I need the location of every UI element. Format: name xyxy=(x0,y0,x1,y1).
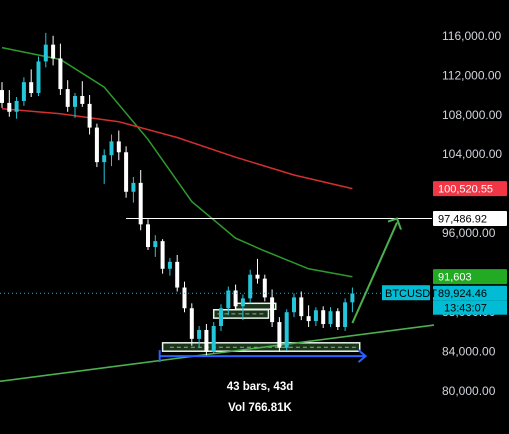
candle-down xyxy=(87,103,92,128)
price-tag-box xyxy=(433,285,507,301)
moving-averages xyxy=(1,46,353,278)
y-tick-label: 84,000.00 xyxy=(442,345,496,359)
symbol-tag-box xyxy=(382,285,430,301)
candle-down xyxy=(262,278,267,298)
price-tag-box xyxy=(433,269,507,285)
range-measure-info: 43 bars, 43d Vol 766.81K xyxy=(227,381,293,414)
candle-up xyxy=(102,155,107,163)
countdown-box xyxy=(433,300,507,315)
range-arrow-head xyxy=(357,349,368,363)
volume-label: Vol 766.81K xyxy=(228,402,292,414)
candle-down xyxy=(255,274,260,279)
candle-down xyxy=(80,95,85,104)
candle-down xyxy=(124,152,129,192)
candle-down xyxy=(233,290,238,307)
price-tag-box xyxy=(433,211,507,227)
candle-up xyxy=(226,290,231,309)
candle-down xyxy=(204,329,209,352)
candle-up xyxy=(343,302,348,328)
y-tick-label: 80,000.00 xyxy=(442,384,496,398)
candle-down xyxy=(138,182,143,225)
candle-up xyxy=(292,297,296,313)
candle-up xyxy=(131,182,136,192)
countdown-label: 13:43:07 xyxy=(444,303,487,315)
arrows-layer xyxy=(158,217,402,363)
price-tags: 100,520.55 97,486.92 91,603 89,924.46 13:43:… xyxy=(382,181,507,315)
candle-down xyxy=(189,308,194,339)
candle-up xyxy=(197,329,202,339)
candle-up xyxy=(36,61,41,94)
candle-down xyxy=(0,90,4,103)
candle-down xyxy=(58,58,63,90)
candles-layer xyxy=(0,32,355,357)
candle-up xyxy=(219,308,223,327)
candle-up xyxy=(14,100,19,112)
candle-down xyxy=(94,127,99,163)
candle-down xyxy=(321,310,326,325)
candle-up xyxy=(21,82,26,101)
trendline-layer xyxy=(0,324,435,383)
candle-up xyxy=(350,293,355,303)
green-moving-average xyxy=(1,46,353,278)
candle-up xyxy=(73,95,77,107)
candle-down xyxy=(146,224,150,248)
red-moving-average xyxy=(1,108,353,190)
price-tag-box xyxy=(433,181,507,197)
candle-up xyxy=(211,326,216,352)
candle-up xyxy=(313,310,318,322)
y-tick-label: 112,000.00 xyxy=(442,68,501,82)
candle-down xyxy=(175,261,180,288)
y-tick-label: 96,000.00 xyxy=(442,226,496,240)
price-tag-label: 89,924.46 xyxy=(438,288,487,300)
candle-up xyxy=(109,141,114,156)
y-tick-label: 108,000.00 xyxy=(442,108,502,122)
y-tick-label: 116,000.00 xyxy=(442,29,501,43)
candle-down xyxy=(29,82,34,94)
price-tag-label: 97,486.92 xyxy=(438,214,487,226)
candle-down xyxy=(65,89,70,107)
support-trendline xyxy=(0,324,435,383)
candle-down xyxy=(335,311,340,328)
candle-up xyxy=(284,312,289,348)
symbol-tag-label: BTCUSDT xyxy=(385,288,437,300)
candle-up xyxy=(328,311,333,325)
y-tick-label: 104,000.00 xyxy=(442,147,502,161)
candle-down xyxy=(51,44,56,59)
candle-down xyxy=(7,102,12,112)
candle-up xyxy=(240,298,245,307)
candle-up xyxy=(167,261,172,269)
candle-up xyxy=(248,274,253,299)
price-tag-label: 100,520.55 xyxy=(438,184,493,196)
candle-down xyxy=(116,141,121,153)
price-axis: 116,000.00 112,000.00 108,000.00 104,000.00… xyxy=(442,29,502,398)
candle-down xyxy=(182,287,187,309)
candle-down xyxy=(270,297,275,323)
bars-count-label: 43 bars, 43d xyxy=(227,381,293,393)
projection-arrow-head xyxy=(387,217,402,230)
candle-down xyxy=(277,322,282,348)
candle-up xyxy=(153,241,158,248)
levels-layer xyxy=(0,218,432,294)
projection-arrow-shaft xyxy=(351,222,398,324)
candle-down xyxy=(160,241,165,269)
candle-up xyxy=(43,44,48,62)
candle-down xyxy=(306,316,311,322)
candle-down xyxy=(299,297,304,317)
price-tag-label: 91,603 xyxy=(438,272,472,284)
